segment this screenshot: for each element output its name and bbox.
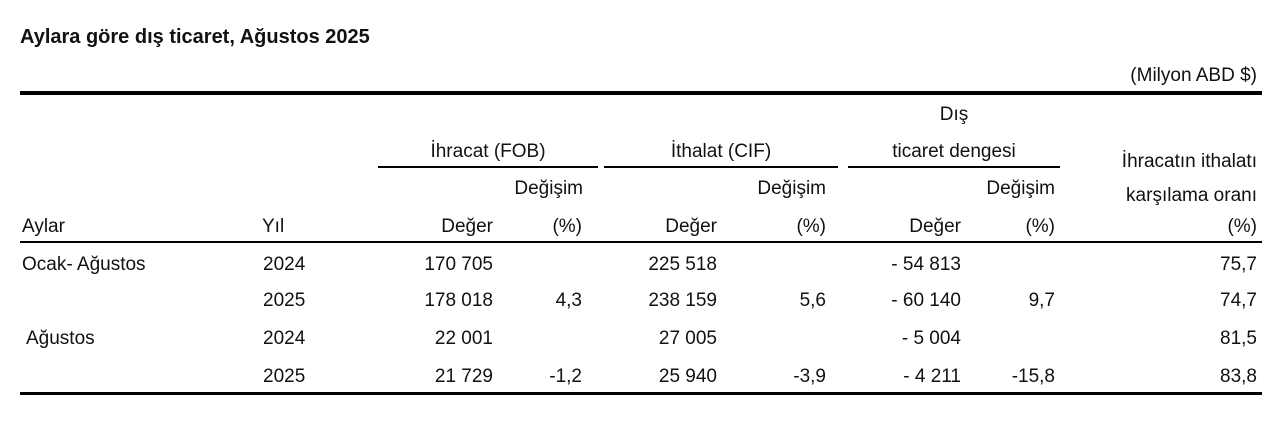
cell-ith-pct: -3,9 xyxy=(793,366,826,387)
cell-den: - 60 140 xyxy=(891,290,961,311)
header-pct: (%) xyxy=(1025,216,1055,237)
cell-den-pct: 9,7 xyxy=(1028,290,1055,311)
header-aylar: Aylar xyxy=(22,216,65,237)
header-degisim: Değişim xyxy=(514,178,583,199)
header-ithalat: İthalat (CIF) xyxy=(670,141,772,162)
cell-ith: 27 005 xyxy=(658,328,717,349)
header-deger: Değer xyxy=(441,216,493,237)
cell-ay: Ocak- Ağustos xyxy=(22,254,146,275)
header-denge: ticaret dengesi xyxy=(892,141,1016,162)
cell-ihr: 170 705 xyxy=(424,254,493,275)
cell-ith: 238 159 xyxy=(648,290,717,311)
bottom-rule xyxy=(20,392,1262,395)
table-title: Aylara göre dış ticaret, Ağustos 2025 xyxy=(20,26,370,48)
header-degisim: Değişim xyxy=(986,178,1055,199)
header-dis: Dış xyxy=(939,104,969,125)
cell-oran: 83,8 xyxy=(1220,366,1257,387)
header-pct: (%) xyxy=(796,216,826,237)
cell-den-pct: -15,8 xyxy=(1011,366,1055,387)
cell-ihr-pct: 4,3 xyxy=(555,290,582,311)
cell-ith-pct: 5,6 xyxy=(799,290,826,311)
cell-yil: 2024 xyxy=(263,328,306,349)
cell-ihr: 22 001 xyxy=(434,328,493,349)
cell-ith: 225 518 xyxy=(648,254,717,275)
ithalat-underline xyxy=(604,166,838,168)
header-oran-3: (%) xyxy=(1227,216,1257,237)
cell-den: - 54 813 xyxy=(891,254,961,275)
cell-ihr: 21 729 xyxy=(434,366,493,387)
cell-yil: 2025 xyxy=(263,290,306,311)
header-deger: Değer xyxy=(665,216,717,237)
cell-ihr-pct: -1,2 xyxy=(549,366,582,387)
ihracat-underline xyxy=(378,166,598,168)
header-yil: Yıl xyxy=(262,216,285,237)
cell-yil: 2024 xyxy=(263,254,306,275)
cell-oran: 81,5 xyxy=(1220,328,1257,349)
cell-oran: 74,7 xyxy=(1220,290,1257,311)
header-oran-2: karşılama oranı xyxy=(1126,185,1257,206)
header-degisim: Değişim xyxy=(757,178,826,199)
top-rule xyxy=(20,91,1262,95)
cell-yil: 2025 xyxy=(263,366,306,387)
header-pct: (%) xyxy=(552,216,582,237)
header-ihracat: İhracat (FOB) xyxy=(430,141,546,162)
denge-underline xyxy=(848,166,1060,168)
unit-label: (Milyon ABD $) xyxy=(1130,65,1257,86)
cell-ay: Ağustos xyxy=(26,328,95,349)
cell-den: - 4 211 xyxy=(903,366,961,387)
header-rule xyxy=(20,241,1262,243)
cell-oran: 75,7 xyxy=(1220,254,1257,275)
header-deger: Değer xyxy=(909,216,961,237)
header-oran-1: İhracatın ithalatı xyxy=(1121,151,1257,172)
cell-den: - 5 004 xyxy=(901,328,961,349)
cell-ihr: 178 018 xyxy=(424,290,493,311)
cell-ith: 25 940 xyxy=(658,366,717,387)
